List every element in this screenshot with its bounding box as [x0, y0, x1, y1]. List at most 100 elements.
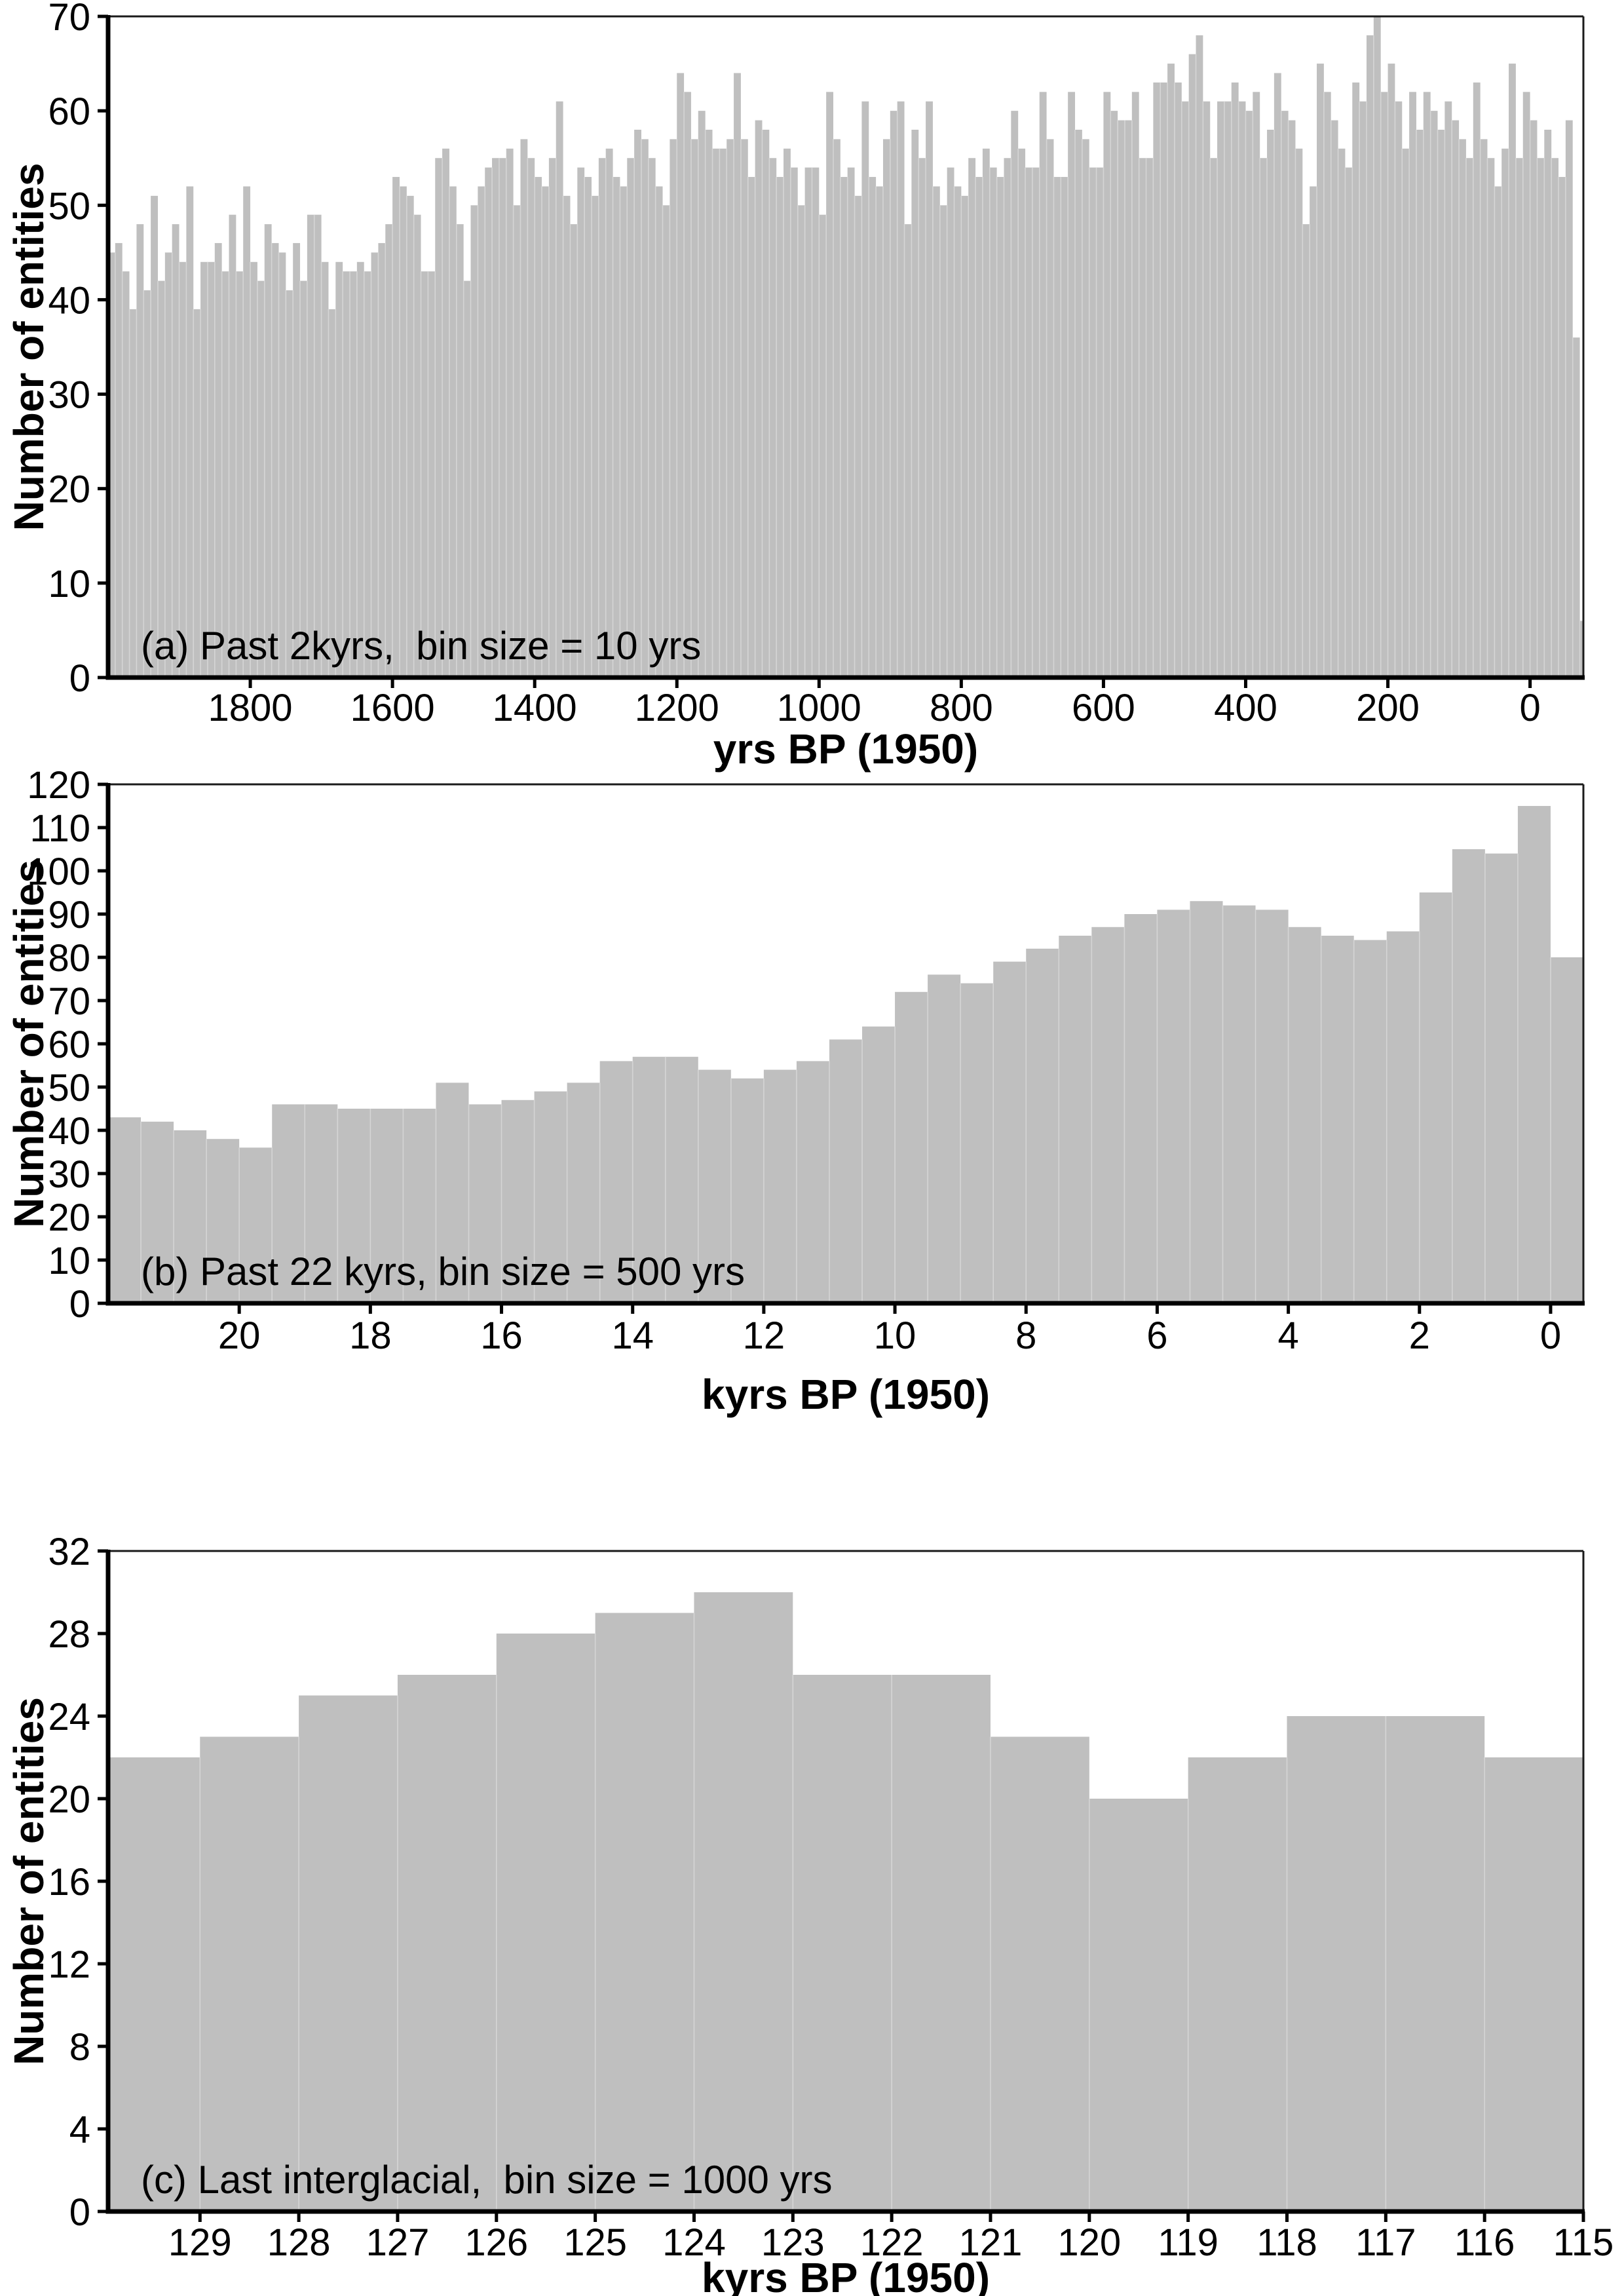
histogram-bar — [1255, 909, 1289, 1303]
histogram-bar — [456, 224, 464, 678]
histogram-bar — [1061, 177, 1068, 678]
histogram-bar — [206, 1139, 240, 1303]
histogram-bar — [763, 1069, 797, 1303]
histogram-bar — [1338, 148, 1346, 678]
y-tick-label: 60 — [48, 1024, 90, 1066]
x-tick-label: 2 — [1409, 1314, 1430, 1357]
panel-c-axes: 129 128 127 126 125 124 123 122 121 120 119 118 117 1… — [48, 1531, 1614, 2264]
x-tick-label: 16 — [480, 1314, 523, 1357]
histogram-bar — [1288, 927, 1321, 1303]
histogram-bar — [1484, 1757, 1583, 2211]
x-tick-label: 129 — [168, 2221, 232, 2264]
histogram-bar — [1551, 158, 1559, 678]
histogram-bar — [1537, 158, 1545, 678]
y-tick-label: 0 — [69, 2191, 90, 2234]
histogram-bar — [762, 129, 770, 678]
histogram-bar — [705, 129, 713, 678]
x-tick-label: 8 — [1015, 1314, 1036, 1357]
histogram-bar — [1203, 101, 1211, 678]
histogram-bar — [236, 271, 244, 678]
histogram-bar — [271, 242, 279, 678]
panel-b-yaxis-label: Number of entities — [5, 860, 52, 1228]
histogram-bar — [520, 139, 528, 678]
histogram-bar — [928, 974, 961, 1303]
x-tick-label: 121 — [959, 2221, 1023, 2264]
x-tick-label: 116 — [1454, 2221, 1515, 2264]
histogram-bar — [1124, 120, 1132, 678]
histogram-bar — [435, 158, 443, 678]
histogram-bar — [272, 1104, 305, 1303]
histogram-bar — [392, 177, 400, 678]
histogram-bar — [961, 195, 969, 678]
histogram-bar — [1402, 148, 1410, 678]
histogram-bar — [833, 139, 840, 678]
histogram-bar — [1288, 120, 1296, 678]
histogram-bar — [463, 280, 471, 678]
histogram-bar — [243, 186, 251, 678]
histogram-bar — [982, 148, 990, 678]
panel-a-title: (a) Past 2kyrs, bin size = 10 yrs — [141, 624, 701, 668]
histogram-bar — [300, 280, 307, 678]
histogram-bar — [1131, 92, 1139, 678]
y-tick-label: 20 — [48, 1196, 90, 1239]
histogram-bar — [613, 177, 620, 678]
histogram-bar — [496, 1634, 595, 2211]
histogram-bar — [378, 242, 386, 678]
histogram-bar — [790, 167, 798, 678]
histogram-bar — [1345, 167, 1353, 678]
histogram-bar — [755, 120, 763, 678]
y-tick-label: 20 — [48, 1778, 90, 1821]
histogram-bar — [207, 261, 215, 678]
histogram-bar — [548, 158, 556, 678]
histogram-bar — [947, 167, 954, 678]
x-tick-label: 119 — [1158, 2221, 1218, 2264]
x-tick-label: 123 — [761, 2221, 825, 2264]
panel-b-bars — [108, 806, 1583, 1303]
histogram-bar — [996, 177, 1004, 678]
histogram-bar — [570, 224, 578, 678]
histogram-bar — [501, 1100, 535, 1303]
histogram-bar — [598, 158, 606, 678]
histogram-bar — [307, 214, 314, 678]
histogram-bar — [730, 1078, 764, 1303]
histogram-bar — [719, 148, 727, 678]
histogram-bar — [1437, 129, 1445, 678]
histogram-bar — [164, 252, 172, 678]
histogram-bar — [1245, 111, 1253, 678]
y-tick-label: 0 — [69, 1283, 90, 1326]
y-tick-label: 80 — [48, 937, 90, 980]
histogram-bar — [1530, 120, 1538, 678]
histogram-bar — [385, 224, 393, 678]
panel-c-xaxis-label: kyrs BP (1950) — [702, 2254, 990, 2296]
histogram-bar — [293, 242, 301, 678]
x-tick-label: 122 — [860, 2221, 924, 2264]
histogram-bar — [506, 148, 514, 678]
histogram-bar — [174, 1130, 207, 1303]
histogram-bar — [769, 158, 777, 678]
y-tick-label: 70 — [48, 980, 90, 1023]
histogram-bar — [1281, 111, 1289, 678]
histogram-bar — [468, 1104, 502, 1303]
histogram-bar — [897, 101, 905, 678]
y-tick-label: 110 — [30, 807, 90, 850]
x-tick-label: 6 — [1146, 1314, 1167, 1357]
y-tick-label: 120 — [27, 764, 90, 807]
histogram-bar — [694, 1592, 793, 2211]
histogram-bar — [1253, 92, 1260, 678]
histogram-bar — [904, 224, 912, 678]
histogram-bar — [747, 177, 755, 678]
histogram-bar — [1321, 936, 1354, 1303]
x-tick-label: 1400 — [493, 687, 577, 729]
histogram-bar — [895, 991, 928, 1303]
histogram-bar — [776, 177, 784, 678]
histogram-bar — [662, 205, 670, 678]
histogram-bar — [321, 261, 329, 678]
histogram-bar — [1089, 1799, 1188, 2211]
histogram-bar — [1075, 129, 1082, 678]
histogram-bar — [157, 280, 165, 678]
histogram-bar — [527, 158, 535, 678]
x-tick-label: 118 — [1256, 2221, 1317, 2264]
histogram-bar — [882, 139, 890, 678]
x-tick-label: 4 — [1277, 1314, 1298, 1357]
